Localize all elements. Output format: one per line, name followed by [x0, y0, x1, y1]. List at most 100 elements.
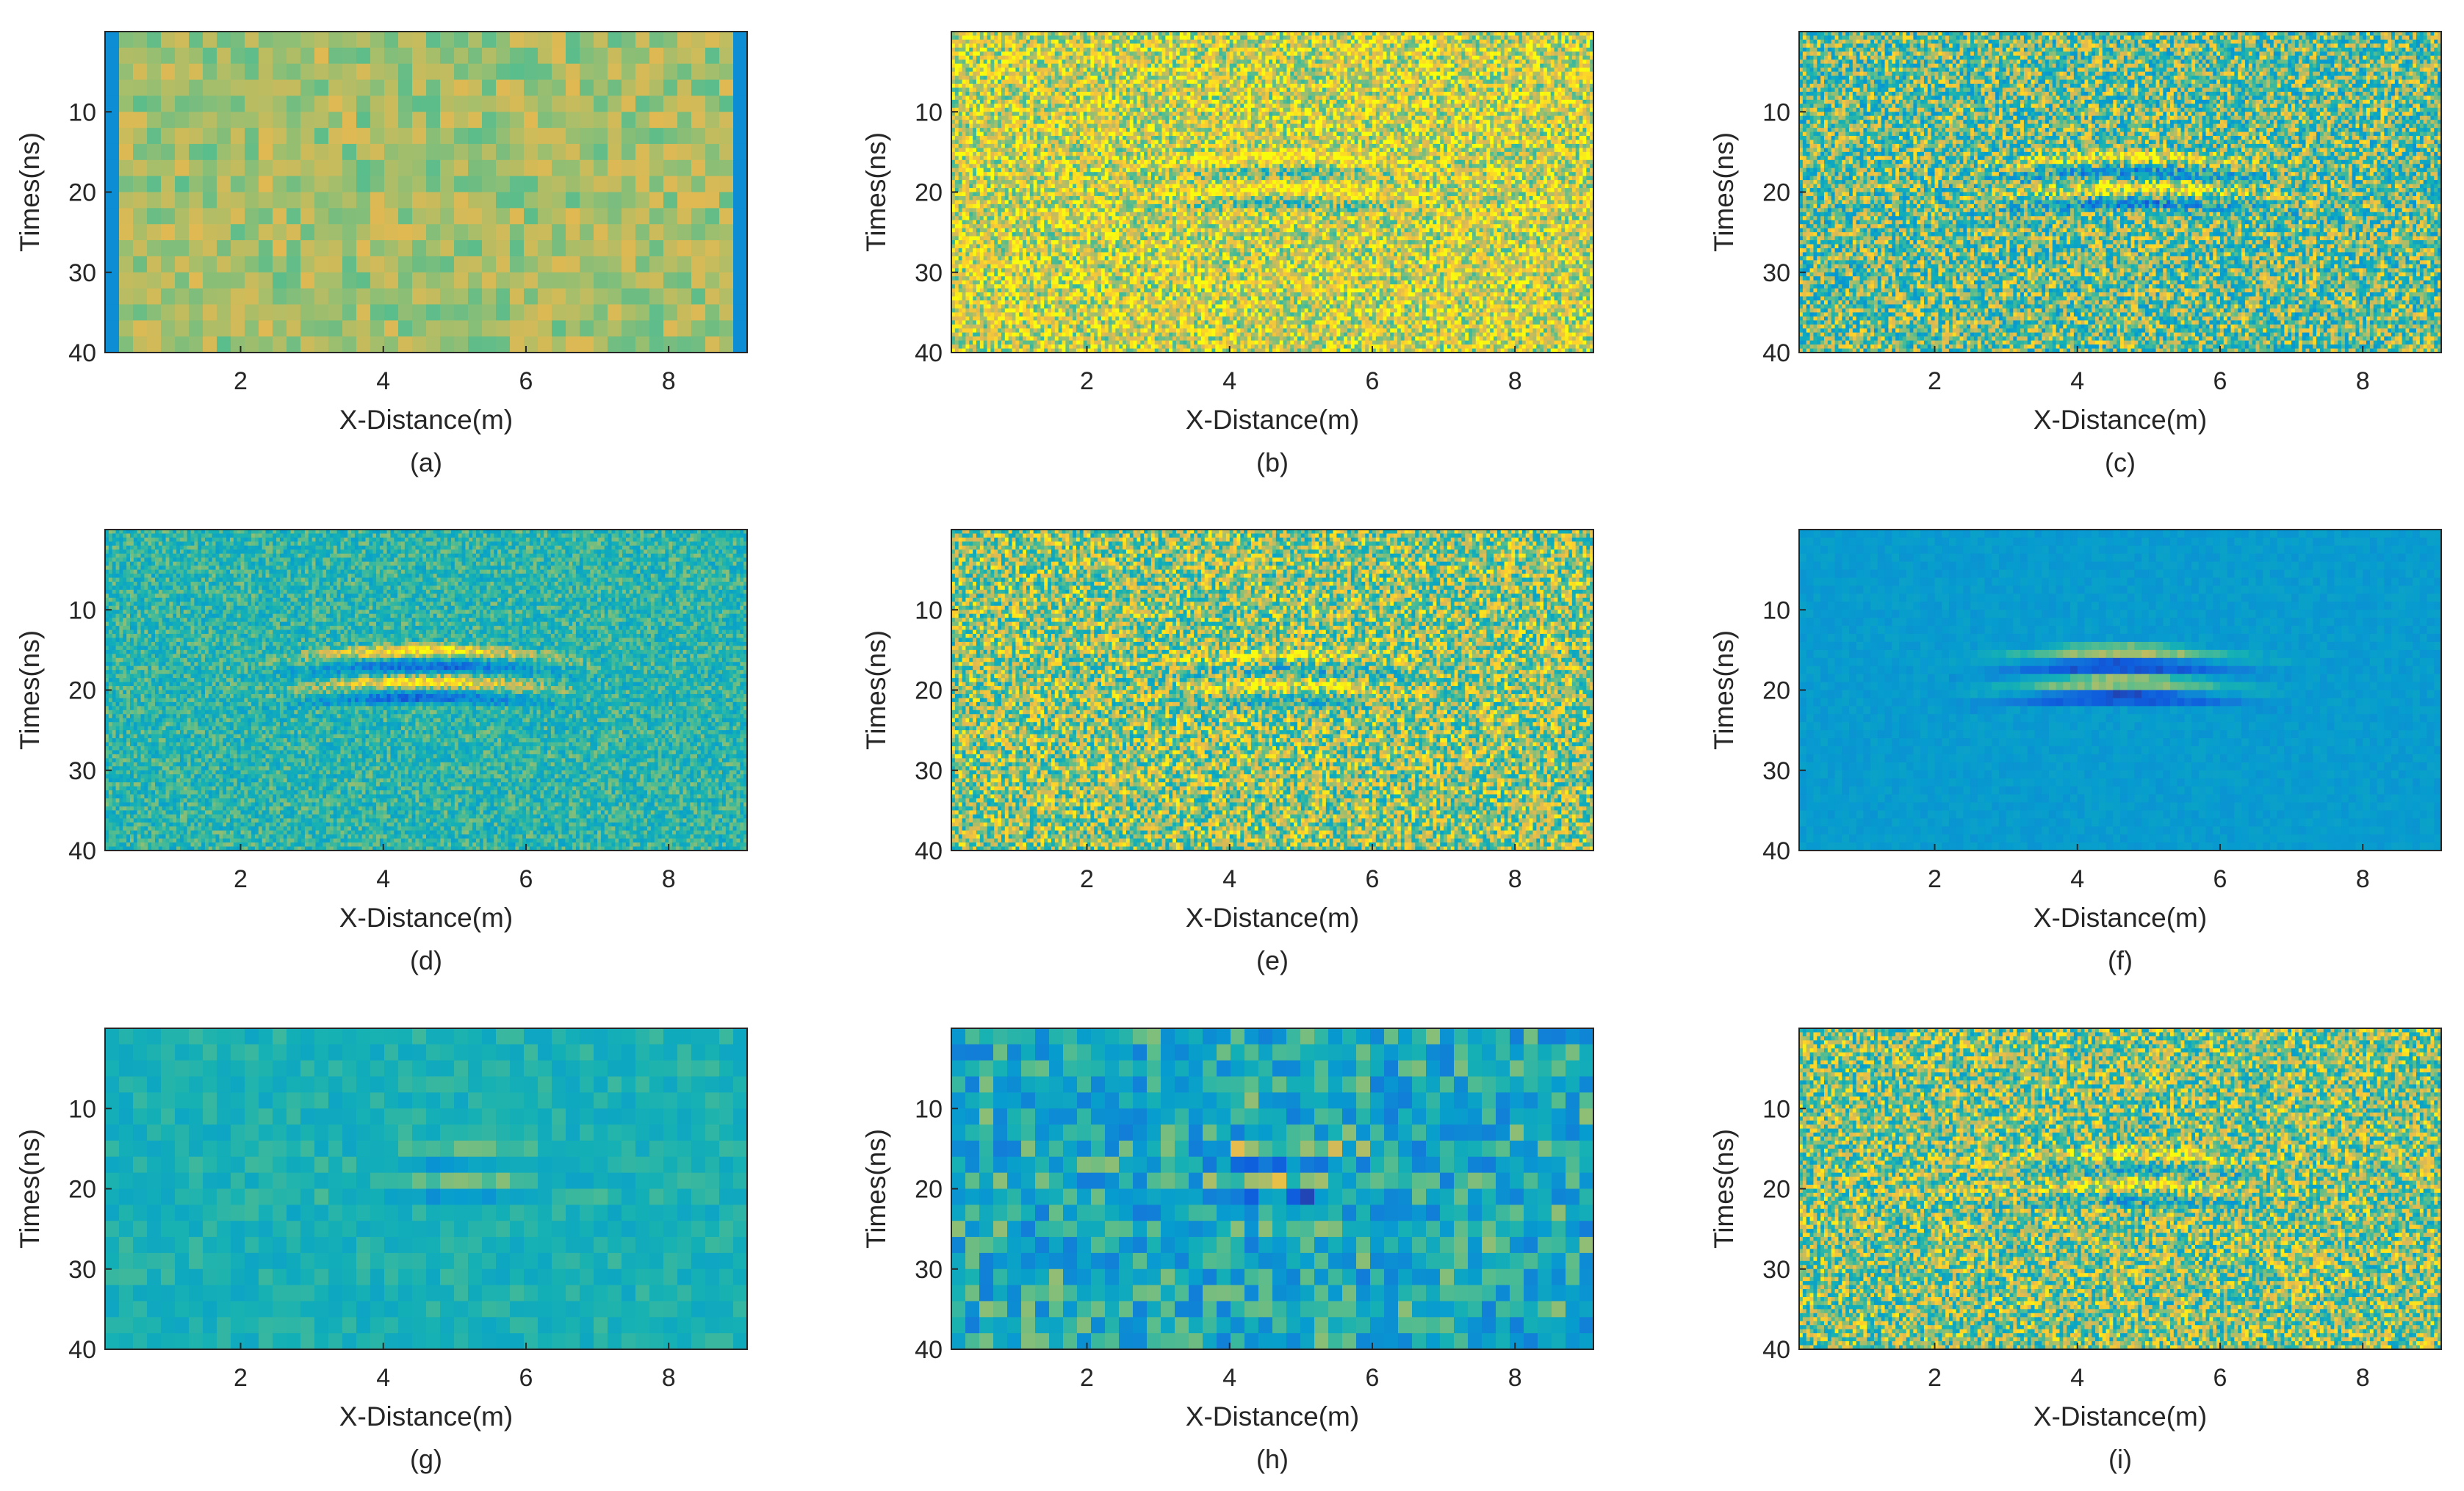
- heatmap-cell: [1315, 48, 1319, 52]
- heatmap-cell: [1297, 43, 1301, 48]
- heatmap-cell: [538, 192, 552, 209]
- heatmap-cell: [1115, 35, 1119, 40]
- heatmap-cell: [300, 192, 315, 209]
- heatmap-cell: [1294, 51, 1297, 56]
- heatmap-cell: [454, 64, 469, 80]
- heatmap-cell: [133, 64, 148, 80]
- heatmap-cell: [608, 208, 622, 224]
- heatmap-cell: [133, 208, 148, 224]
- heatmap-cell: [1422, 56, 1426, 60]
- heatmap-cell: [1090, 35, 1094, 40]
- heatmap-cell: [994, 56, 998, 60]
- heatmap-cell: [1372, 48, 1376, 52]
- heatmap-cell: [691, 304, 706, 320]
- heatmap-cell: [733, 289, 748, 305]
- heatmap-cell: [105, 80, 120, 96]
- heatmap-cell: [1265, 51, 1269, 56]
- heatmap-cell: [705, 32, 720, 48]
- heatmap-cell: [1208, 43, 1212, 48]
- heatmap-cell: [384, 32, 399, 48]
- heatmap-cell: [1582, 35, 1586, 40]
- heatmap-cell: [1155, 43, 1159, 48]
- x-axis-label: X-Distance(m): [339, 405, 513, 435]
- heatmap-cell: [328, 160, 343, 176]
- heatmap-cell: [622, 192, 636, 209]
- heatmap-cell: [1065, 35, 1069, 40]
- heatmap-cell: [1576, 43, 1579, 48]
- heatmap-cell: [1205, 48, 1208, 52]
- heatmap-cell: [1205, 40, 1208, 44]
- heatmap-cell: [719, 289, 734, 305]
- heatmap-cell: [1444, 51, 1447, 56]
- heatmap-cell: [580, 128, 594, 144]
- heatmap-cell: [370, 160, 385, 176]
- heatmap-cell: [1297, 48, 1301, 52]
- heatmap-cell: [1280, 43, 1283, 48]
- heatmap-cell: [1265, 48, 1269, 52]
- heatmap-cell: [1065, 56, 1069, 60]
- heatmap-cell: [1261, 56, 1265, 60]
- heatmap-cell: [965, 56, 969, 60]
- heatmap-cell: [1244, 35, 1247, 40]
- heatmap-cell: [1447, 48, 1451, 52]
- heatmap-cell: [649, 176, 664, 192]
- heatmap-cell: [733, 144, 748, 160]
- heatmap-cell: [1261, 43, 1265, 48]
- heatmap-cell: [984, 35, 987, 40]
- heatmap-cell: [1561, 56, 1565, 60]
- heatmap-cell: [203, 144, 217, 160]
- heatmap-cell: [1251, 40, 1255, 44]
- heatmap-cell: [1126, 51, 1130, 56]
- heatmap-cell: [147, 272, 162, 289]
- heatmap-cell: [1572, 51, 1576, 56]
- heatmap-cell: [1265, 43, 1269, 48]
- heatmap-cell: [440, 160, 455, 176]
- heatmap-cell: [287, 272, 301, 289]
- heatmap-cell: [398, 32, 413, 48]
- heatmap-cell: [1586, 51, 1590, 56]
- heatmap-cell: [1211, 40, 1215, 44]
- heatmap-cell: [1094, 35, 1098, 40]
- heatmap-cell: [1540, 40, 1543, 44]
- heatmap-cell: [705, 304, 720, 320]
- heatmap-cell: [482, 224, 497, 240]
- heatmap-cell: [635, 64, 650, 80]
- heatmap-cell: [1001, 43, 1005, 48]
- heatmap-cell: [538, 112, 552, 128]
- heatmap-cell: [1497, 48, 1501, 52]
- heatmap-cell: [1347, 48, 1351, 52]
- heatmap-cell: [426, 224, 441, 240]
- heatmap-cell: [1543, 56, 1547, 60]
- heatmap-cell: [147, 336, 162, 353]
- heatmap-cell: [1136, 35, 1140, 40]
- heatmap-cell: [635, 208, 650, 224]
- heatmap-cell: [1126, 43, 1130, 48]
- heatmap-cell: [1165, 56, 1169, 60]
- heatmap-cell: [552, 304, 566, 320]
- heatmap-cell: [105, 48, 120, 64]
- heatmap-cell: [608, 80, 622, 96]
- heatmap-cell: [203, 272, 217, 289]
- heatmap-cell: [1308, 35, 1312, 40]
- heatmap-cell: [342, 48, 357, 64]
- heatmap-cell: [1394, 40, 1397, 44]
- heatmap-cell: [1347, 56, 1351, 60]
- heatmap-cell: [370, 95, 385, 112]
- heatmap-cell: [1134, 40, 1137, 44]
- heatmap-cell: [1536, 35, 1540, 40]
- heatmap-cell: [1258, 43, 1262, 48]
- heatmap-cell: [580, 224, 594, 240]
- heatmap-cell: [1151, 43, 1155, 48]
- heatmap-cell: [328, 32, 343, 48]
- heatmap-cell: [1034, 51, 1037, 56]
- heatmap-cell: [594, 48, 608, 64]
- heatmap-cell: [342, 95, 357, 112]
- heatmap-cell: [990, 40, 994, 44]
- heatmap-cell: [356, 80, 371, 96]
- heatmap-cell: [1336, 56, 1340, 60]
- heatmap-cell: [259, 128, 273, 144]
- heatmap-cell: [677, 64, 692, 80]
- heatmap-cell: [370, 64, 385, 80]
- heatmap-cell: [342, 80, 357, 96]
- heatmap-cell: [980, 43, 984, 48]
